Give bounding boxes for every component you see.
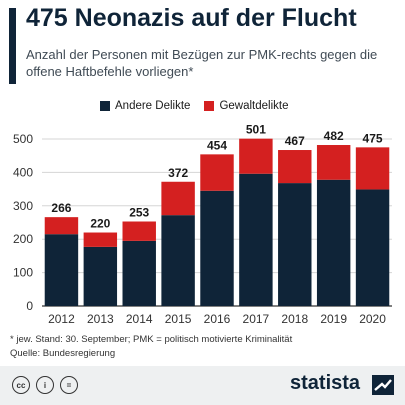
footnote: * jew. Stand: 30. September; PMK = polit… — [10, 333, 292, 361]
legend-item-gewaltdelikte: Gewaltdelikte — [204, 100, 288, 112]
bar-segment-andere-delikte — [278, 183, 312, 306]
bar-segment-andere-delikte — [161, 215, 195, 306]
legend-label: Andere Delikte — [115, 100, 191, 112]
statista-mark-icon — [372, 375, 394, 395]
bar-segment-andere-delikte — [355, 189, 390, 306]
x-tick-label: 2015 — [165, 312, 192, 326]
legend-swatch — [100, 101, 110, 111]
x-tick-label: 2020 — [359, 312, 386, 326]
y-tick-label: 500 — [13, 132, 33, 146]
legend-swatch — [204, 101, 215, 111]
total-data-label: 266 — [51, 201, 71, 215]
bar-segment-gewaltdelikte — [44, 217, 79, 235]
title-accent-bar — [9, 8, 16, 84]
footnote-text: * jew. Stand: 30. September; PMK = polit… — [10, 334, 293, 345]
x-tick-label: 2016 — [204, 312, 231, 326]
total-data-label: 482 — [324, 129, 344, 143]
legend-label: Gewaltdelikte — [219, 100, 289, 112]
no-derivatives-icon[interactable]: = — [60, 376, 78, 394]
x-tick-label: 2018 — [281, 312, 308, 326]
total-data-label: 253 — [129, 205, 149, 219]
chart-title: 475 Neonazis auf der Flucht — [26, 4, 357, 32]
total-data-label: 501 — [246, 123, 266, 137]
bar-segment-andere-delikte — [239, 173, 273, 306]
bar-segment-andere-delikte — [316, 179, 351, 306]
bar-segment-gewaltdelikte — [122, 221, 156, 241]
chart-legend: Andere Delikte Gewaltdelikte — [100, 100, 288, 112]
y-tick-label: 0 — [26, 299, 33, 313]
y-tick-label: 300 — [13, 199, 33, 213]
bar-segment-andere-delikte — [122, 240, 156, 306]
creative-commons-icon[interactable]: cc — [12, 376, 30, 394]
x-tick-label: 2019 — [320, 312, 347, 326]
x-tick-label: 2017 — [243, 312, 270, 326]
total-data-label: 475 — [363, 131, 383, 145]
bar-segment-gewaltdelikte — [161, 181, 195, 216]
bar-segment-gewaltdelikte — [83, 232, 118, 247]
bar-segment-andere-delikte — [83, 246, 118, 306]
y-tick-label: 200 — [13, 232, 33, 246]
statista-logo[interactable]: statista — [290, 372, 361, 394]
bar-segment-andere-delikte — [44, 234, 79, 306]
bar-segment-gewaltdelikte — [278, 150, 312, 184]
bar-segment-gewaltdelikte — [239, 138, 273, 174]
bar-segment-gewaltdelikte — [355, 147, 390, 190]
total-data-label: 220 — [90, 217, 110, 231]
bar-segment-gewaltdelikte — [200, 154, 234, 191]
stacked-bar-chart: 0 100 200 300 400 500 266 2012 220 2013 253 2014 372… — [13, 123, 392, 326]
total-data-label: 467 — [285, 134, 305, 148]
source-text: Quelle: Bundesregierung — [10, 348, 116, 359]
x-tick-label: 2012 — [48, 312, 75, 326]
bar-segment-andere-delikte — [200, 190, 234, 306]
x-tick-label: 2013 — [87, 312, 114, 326]
y-tick-label: 100 — [13, 266, 33, 280]
bar-segment-gewaltdelikte — [316, 145, 351, 180]
x-tick-label: 2014 — [126, 312, 153, 326]
chart-subtitle: Anzahl der Personen mit Bezügen zur PMK-… — [26, 47, 378, 79]
y-tick-label: 400 — [13, 165, 33, 179]
total-data-label: 454 — [207, 138, 227, 152]
legend-item-andere-delikte: Andere Delikte — [100, 100, 190, 112]
total-data-label: 372 — [168, 166, 188, 180]
attribution-icon[interactable]: i — [36, 376, 54, 394]
